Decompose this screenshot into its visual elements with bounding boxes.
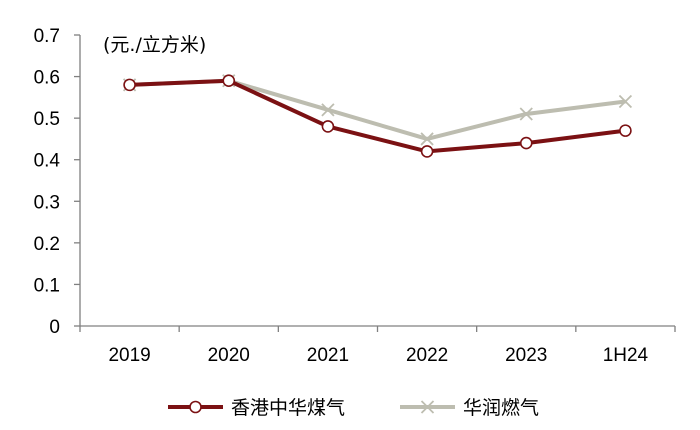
x-tick-label: 2021 xyxy=(307,345,349,366)
series-line xyxy=(129,78,626,141)
x-axis-ticks: 2019 2020 2021 2022 2023 1H24 xyxy=(79,326,676,366)
legend-marker xyxy=(420,400,435,414)
data-point xyxy=(321,103,335,117)
y-tick-label: 0.7 xyxy=(34,26,60,47)
y-tick-label: 0.6 xyxy=(34,68,60,89)
legend-marker xyxy=(189,400,202,414)
data-point xyxy=(123,78,136,92)
x-tick-label: 1H24 xyxy=(603,345,649,366)
y-axis-ticks: 0 0.1 0.2 0.3 0.4 0.5 0.6 0.7 xyxy=(34,26,80,338)
data-point xyxy=(420,132,434,146)
data-point xyxy=(321,120,335,133)
y-tick-label: 0.3 xyxy=(34,192,60,213)
legend-label: 华润燃气 xyxy=(463,397,539,419)
series-layer xyxy=(122,74,633,158)
legend-label: 香港中华煤气 xyxy=(231,397,345,419)
data-point xyxy=(519,136,533,150)
series-hk-china-gas xyxy=(123,74,632,158)
series-line xyxy=(129,78,626,154)
y-tick-label: 0.2 xyxy=(34,234,60,255)
legend-item: 华润燃气 xyxy=(400,397,539,419)
x-tick-label: 2020 xyxy=(208,345,250,366)
data-point xyxy=(420,145,434,158)
y-axis-unit-label: (元./立方米) xyxy=(103,34,206,56)
series-cr-gas xyxy=(122,74,633,146)
data-point xyxy=(618,94,633,109)
data-point xyxy=(619,124,632,137)
y-tick-label: 0 xyxy=(49,317,60,338)
x-tick-label: 2023 xyxy=(505,345,547,366)
legend: 香港中华煤气 华润燃气 xyxy=(168,397,539,419)
y-tick-label: 0.5 xyxy=(34,109,60,130)
data-point xyxy=(222,74,236,88)
legend-item: 香港中华煤气 xyxy=(168,397,345,419)
x-tick-label: 2019 xyxy=(108,345,150,366)
y-tick-label: 0.4 xyxy=(34,151,61,172)
x-tick-label: 2022 xyxy=(406,345,448,366)
data-point xyxy=(519,107,533,121)
y-tick-label: 0.1 xyxy=(34,275,60,296)
